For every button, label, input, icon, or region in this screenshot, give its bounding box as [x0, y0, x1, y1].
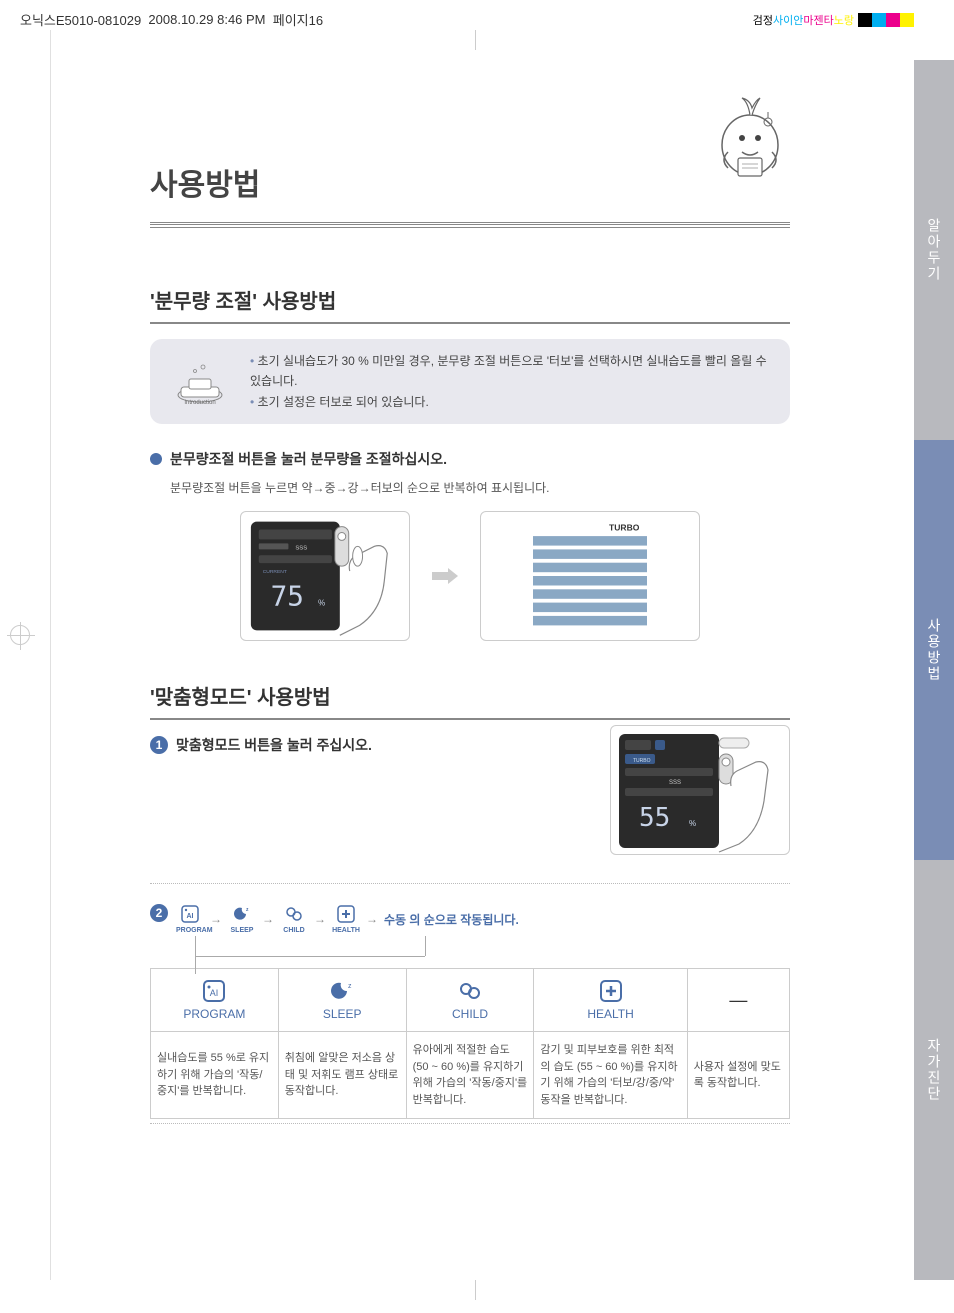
- side-tab-know[interactable]: 알아두기: [914, 60, 954, 440]
- registration-marks: [858, 13, 914, 27]
- col-manual: —: [687, 969, 789, 1032]
- step-badge-2: 2: [150, 904, 168, 922]
- cell-child: 유아에게 적절한 습도 (50 ~ 60 %)를 유지하기 위해 가습의 '작동…: [406, 1032, 534, 1119]
- svg-text:SSS: SSS: [295, 545, 307, 551]
- table-header-row: AI PROGRAM z SLEEP CHILD HEALTH —: [151, 969, 790, 1032]
- side-tabs: 알아두기 사용방법 자가진단: [914, 60, 954, 1280]
- table-row: 실내습도를 55 %로 유지하기 위해 가습의 '작동/중지'를 반복합니다. …: [151, 1032, 790, 1119]
- control-panel-image: SSS CURRENT 75 %: [240, 511, 410, 641]
- turbo-level-image: TURBO: [480, 511, 700, 641]
- mascot-icon: [700, 90, 800, 190]
- section1-title: '분무량 조절' 사용방법: [150, 285, 790, 324]
- section1-body: 분무량조절 버튼을 누르면 약→중→강→터보의 순으로 반복하여 표시됩니다.: [170, 479, 790, 496]
- cell-program: 실내습도를 55 %로 유지하기 위해 가습의 '작동/중지'를 반복합니다.: [151, 1032, 279, 1119]
- crop-mark: [475, 30, 476, 50]
- child-icon: CHILD: [280, 904, 308, 934]
- svg-text:75: 75: [271, 580, 304, 613]
- mode-sequence: AI PROGRAM → z SLEEP → CHILD → HEALTH: [176, 904, 519, 934]
- svg-text:TURBO: TURBO: [633, 758, 651, 764]
- svg-text:z: z: [348, 983, 352, 990]
- col-program: AI PROGRAM: [151, 969, 279, 1032]
- side-tab-diagnosis[interactable]: 자가진단: [914, 860, 954, 1280]
- col-child: CHILD: [406, 969, 534, 1032]
- manual-label: 수동 의 순으로 작동됩니다.: [384, 911, 519, 928]
- svg-text:SSS: SSS: [669, 780, 681, 786]
- intro-box: Introduction • 초기 실내습도가 30 % 미만일 경우, 분무량…: [150, 339, 790, 424]
- svg-text:AI: AI: [210, 988, 219, 998]
- col-sleep: z SLEEP: [278, 969, 406, 1032]
- step-badge-1: 1: [150, 736, 168, 754]
- section2-step2: 2 AI PROGRAM → z SLEEP → CHILD →: [150, 904, 790, 938]
- svg-text:%: %: [689, 819, 696, 828]
- program-icon: AI PROGRAM: [176, 904, 204, 934]
- connector-line: [195, 956, 425, 957]
- turbo-label: TURBO: [609, 523, 640, 533]
- connector-line: [195, 936, 196, 974]
- mode-panel-image: TURBO SSS 55 %: [610, 725, 790, 855]
- sleep-icon: z SLEEP: [228, 904, 256, 934]
- svg-text:CURRENT: CURRENT: [263, 569, 287, 575]
- svg-text:AI: AI: [187, 913, 194, 920]
- dotted-divider: [150, 883, 790, 884]
- section1-heading: 분무량조절 버튼을 눌러 분무량을 조절하십시오.: [150, 449, 790, 469]
- print-page: 페이지16: [273, 10, 323, 29]
- page-content: 사용방법 '분무량 조절' 사용방법: [150, 160, 790, 1144]
- dotted-divider: [150, 1123, 790, 1124]
- cell-sleep: 취침에 알맞은 저소음 상태 및 저휘도 램프 상태로 동작합니다.: [278, 1032, 406, 1119]
- col-health: HEALTH: [534, 969, 687, 1032]
- registration-circle: [10, 625, 30, 645]
- svg-text:%: %: [318, 599, 325, 608]
- connector-line: [425, 936, 426, 956]
- section2-title: '맞춤형모드' 사용방법: [150, 681, 790, 720]
- intro-text: • 초기 실내습도가 30 % 미만일 경우, 분무량 조절 버튼으로 '터보'…: [250, 351, 775, 412]
- side-tab-usage[interactable]: 사용방법: [914, 440, 954, 860]
- section1-images: SSS CURRENT 75 % TURBO: [150, 511, 790, 641]
- crop-mark: [475, 1280, 476, 1300]
- print-datetime: 2008.10.29 8:46 PM: [148, 12, 265, 27]
- color-labels: 검정사이안마젠타노랑: [753, 12, 854, 28]
- margin-line: [50, 30, 51, 1280]
- mode-table: AI PROGRAM z SLEEP CHILD HEALTH —: [150, 968, 790, 1119]
- cell-manual: 사용자 설정에 맞도록 동작합니다.: [687, 1032, 789, 1119]
- cell-health: 감기 및 피부보호를 위한 최적의 습도 (55 ~ 60 %)를 유지하기 위…: [534, 1032, 687, 1119]
- arrow-right-icon: [430, 566, 460, 586]
- svg-text:55: 55: [639, 803, 670, 833]
- bullet-dot-icon: [150, 453, 162, 465]
- page-title: 사용방법: [150, 160, 790, 225]
- print-header: 오닉스E5010-081029 2008.10.29 8:46 PM 페이지16…: [20, 10, 914, 29]
- introduction-icon: Introduction: [165, 357, 235, 407]
- print-filename: 오닉스E5010-081029: [20, 10, 141, 29]
- svg-text:Introduction: Introduction: [184, 400, 215, 406]
- health-icon: HEALTH: [332, 904, 360, 934]
- svg-text:z: z: [246, 907, 249, 913]
